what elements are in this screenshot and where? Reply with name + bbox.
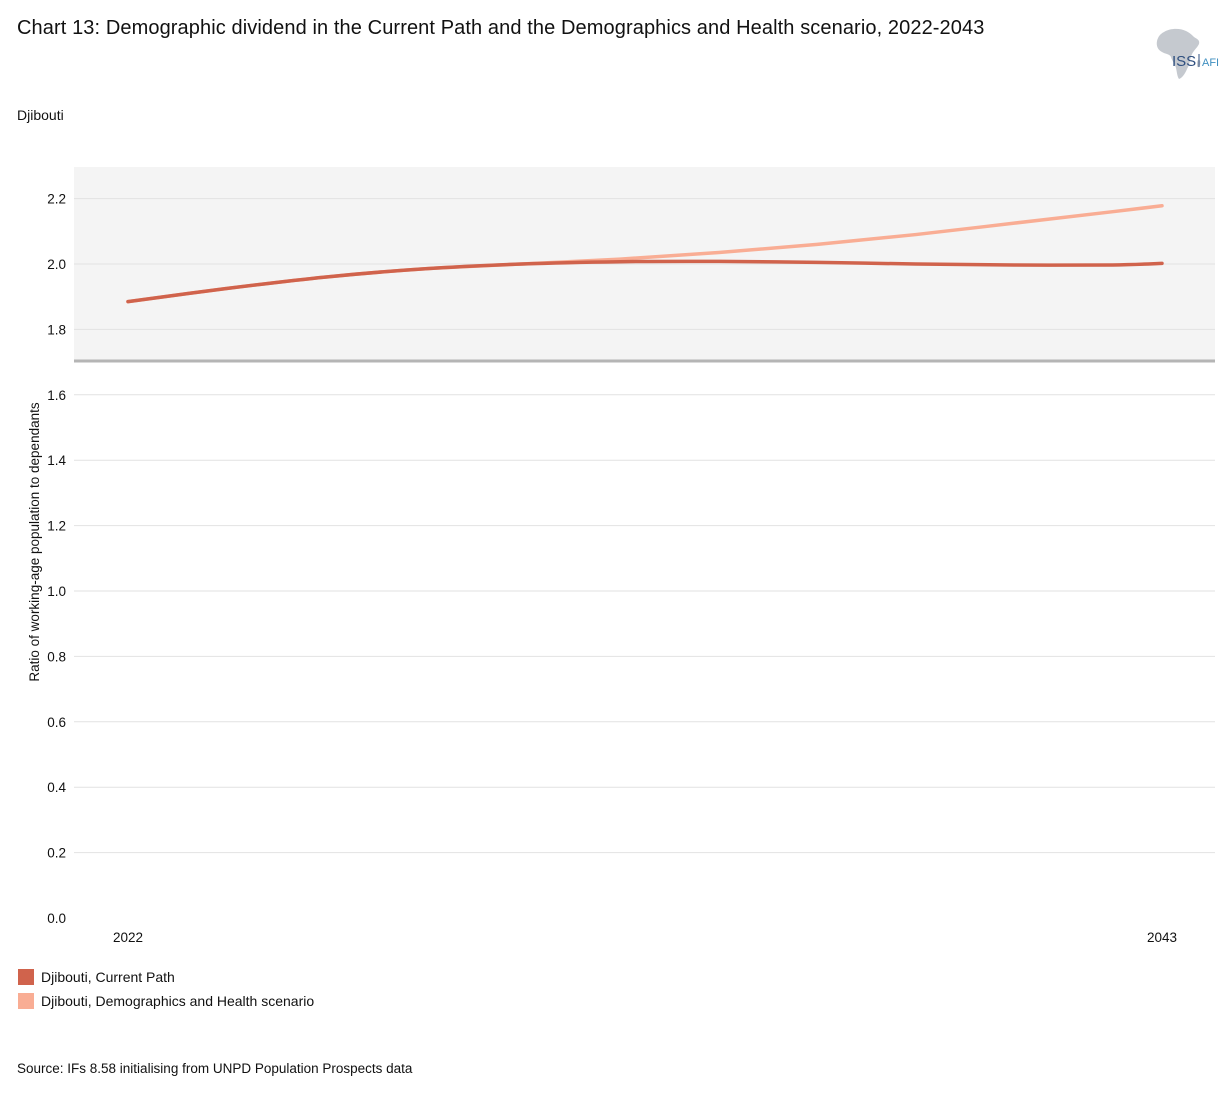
line-chart: 0.0 0.2 0.4 0.6 0.8 1.0 1.2 1.4 1.6 1.8 2.0 2.2 202… <box>27 167 1215 945</box>
y-tick-label: 1.6 <box>47 388 66 403</box>
y-tick-label: 1.8 <box>47 322 66 337</box>
iss-logo: ISS AFI <box>1150 26 1222 82</box>
legend-label: Djibouti, Current Path <box>41 969 175 985</box>
legend-item: Djibouti, Current Path <box>18 966 314 988</box>
y-tick-label: 1.4 <box>47 453 66 468</box>
y-axis-ticks: 0.0 0.2 0.4 0.6 0.8 1.0 1.2 1.4 1.6 1.8 2.0 2.2 <box>47 192 66 926</box>
y-tick-label: 1.0 <box>47 584 66 599</box>
series-line-current-path <box>126 259 1164 304</box>
y-tick-label: 2.0 <box>47 257 66 272</box>
y-tick-label: 0.8 <box>47 649 66 664</box>
y-tick-label: 0.6 <box>47 715 66 730</box>
legend-swatch <box>18 969 34 985</box>
africa-map-icon: ISS AFI <box>1156 28 1219 79</box>
source-note: Source: IFs 8.58 initialising from UNPD … <box>17 1061 413 1076</box>
y-tick-label: 0.2 <box>47 846 66 861</box>
chart-title: Chart 13: Demographic dividend in the Cu… <box>17 17 985 39</box>
x-axis-ticks: 2022 2043 <box>113 930 1177 945</box>
y-tick-label: 0.0 <box>47 911 66 926</box>
grid-lines <box>74 198 1215 854</box>
y-tick-label: 1.2 <box>47 519 66 534</box>
y-axis-label: Ratio of working-age population to depen… <box>27 402 42 681</box>
x-tick-label: 2022 <box>113 930 143 945</box>
y-tick-label: 0.4 <box>47 780 66 795</box>
x-tick-label: 2043 <box>1147 930 1177 945</box>
legend-swatch <box>18 993 34 1009</box>
legend-label: Djibouti, Demographics and Health scenar… <box>41 993 315 1009</box>
chart-subtitle: Djibouti <box>17 107 64 123</box>
logo-text: ISS <box>1172 53 1196 70</box>
chart-legend: Djibouti, Current Path Djibouti, Demograp… <box>18 966 314 1014</box>
y-tick-label: 2.2 <box>47 192 66 207</box>
legend-item: Djibouti, Demographics and Health scenar… <box>18 990 314 1012</box>
logo-text-partial: AFI <box>1202 57 1219 69</box>
series-lines <box>126 204 1164 304</box>
